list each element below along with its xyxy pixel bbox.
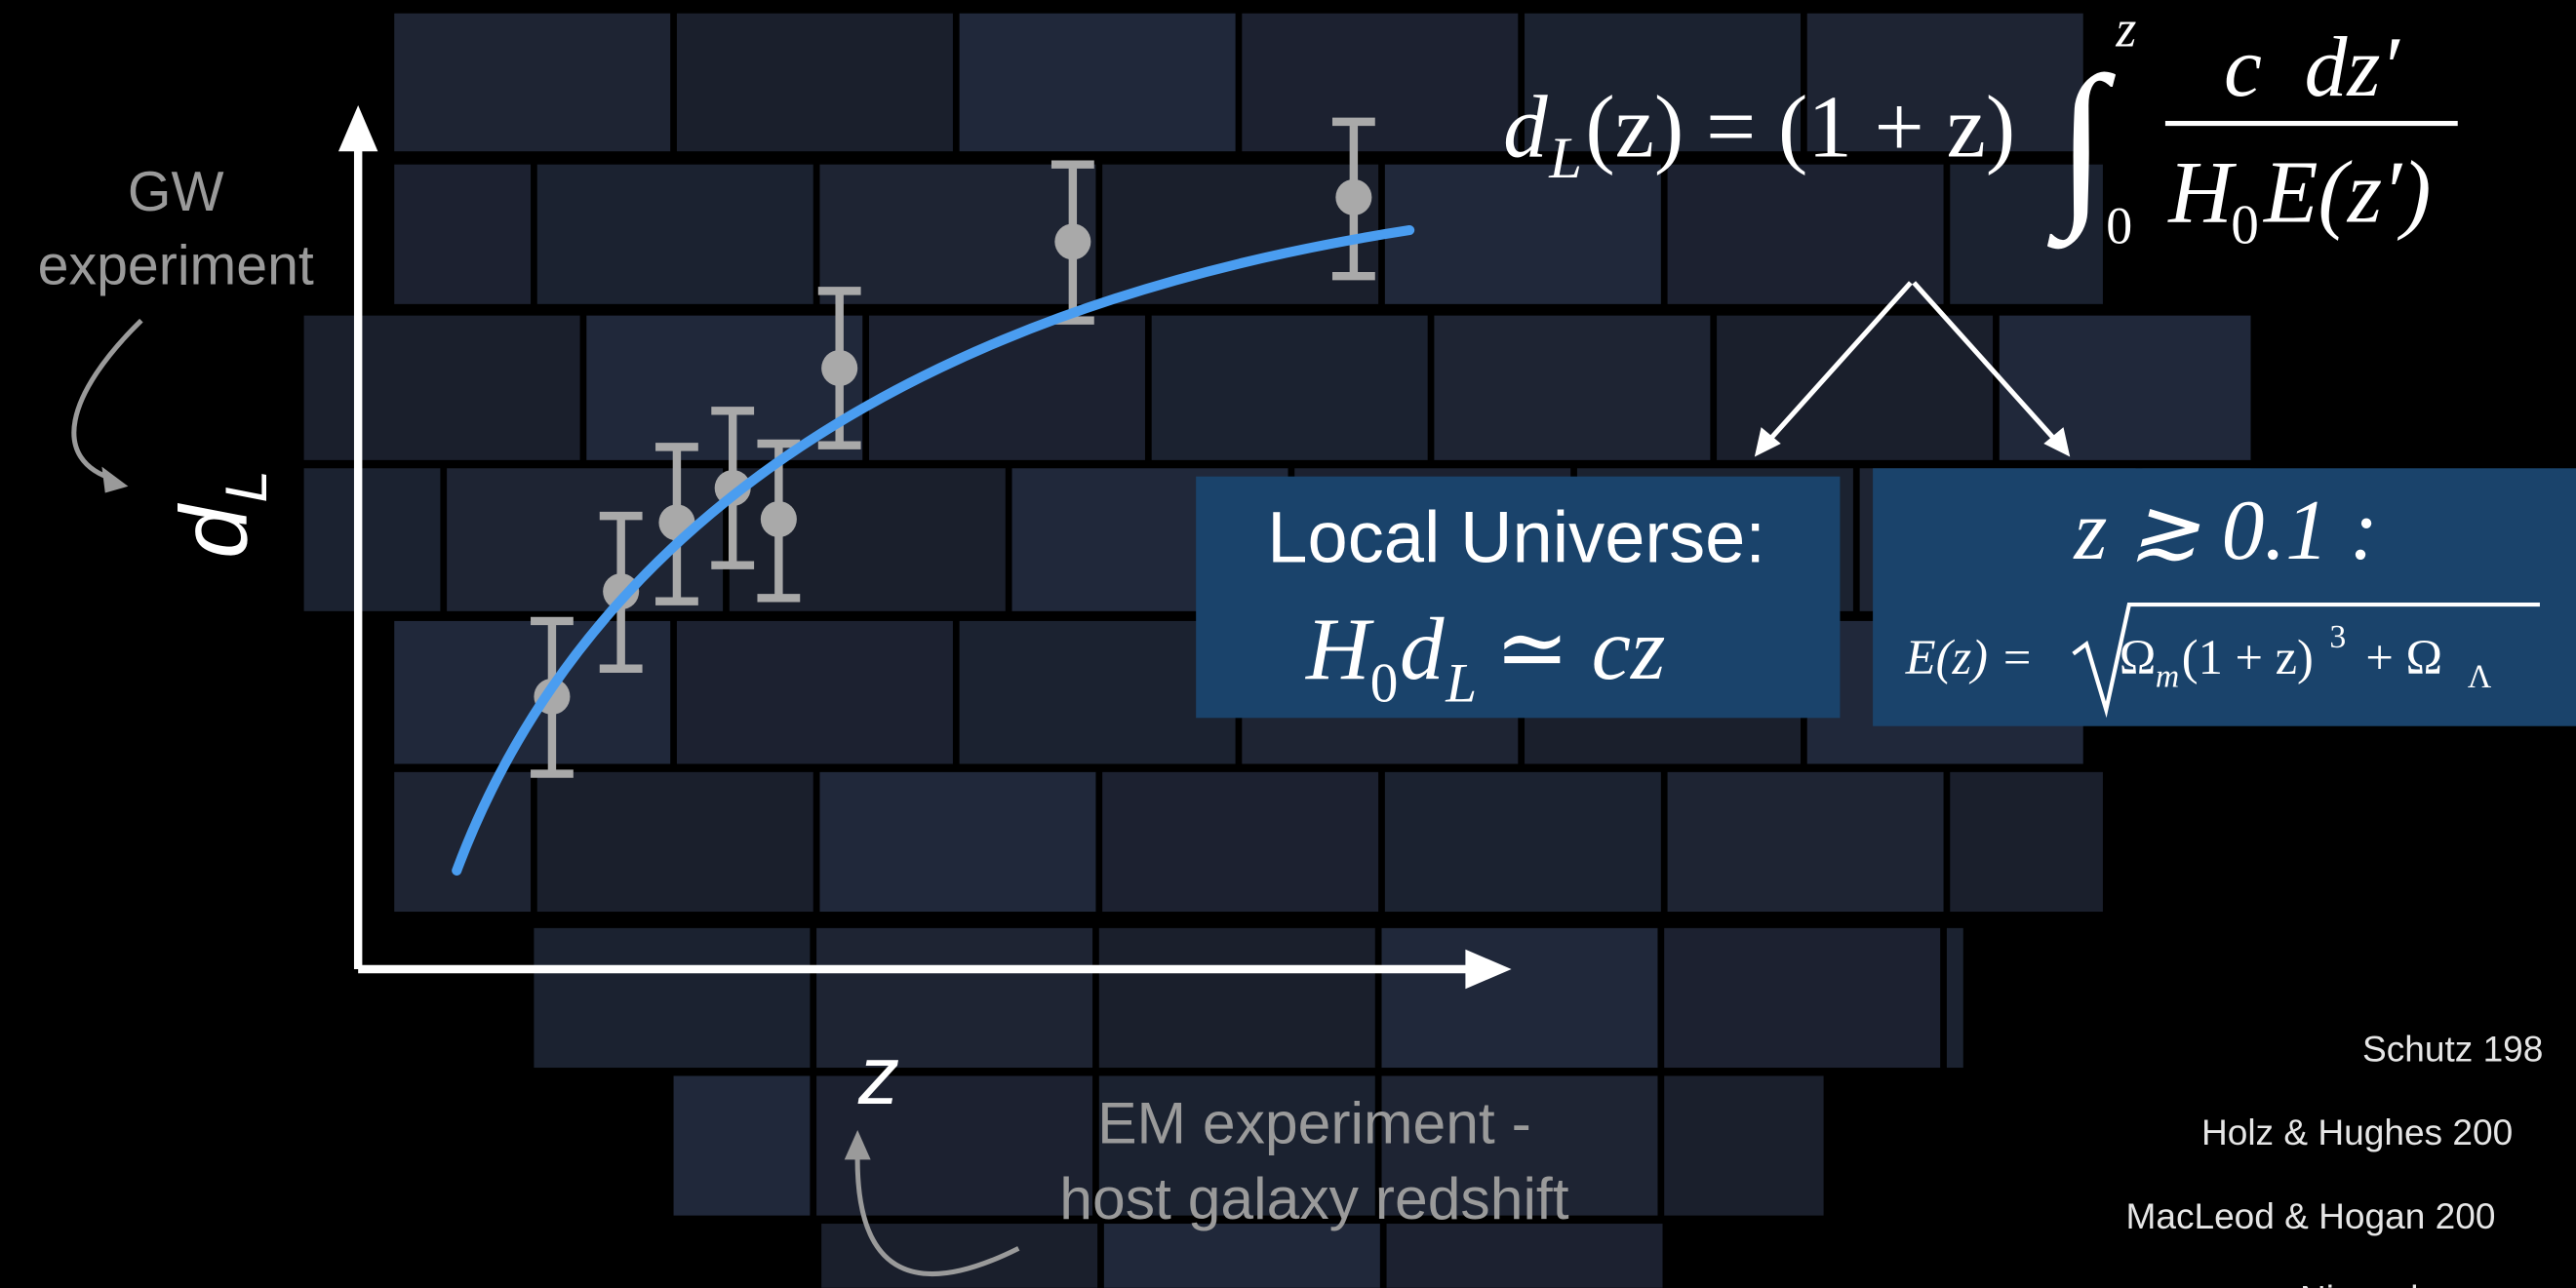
mosaic-tile <box>1104 1224 1380 1288</box>
em-label: EM experiment - <box>1097 1090 1531 1156</box>
slide: GW experiment d L z EM experiment - host… <box>0 0 2576 1288</box>
formula-den-h: H <box>2167 143 2237 242</box>
high-z-condition: z ≳ 0.1 : <box>2073 483 2378 577</box>
mosaic-tile <box>1382 928 1658 1068</box>
formula-lhs-sub: L <box>1548 126 1582 191</box>
mosaic-tile <box>537 165 813 304</box>
eq-sub: m <box>2156 658 2179 694</box>
formula-numerator: c dz′ <box>2224 20 2401 114</box>
mosaic-tile <box>730 468 1006 611</box>
gw-label: GW <box>128 161 224 223</box>
mosaic-tile <box>819 165 1095 304</box>
mosaic-tile <box>394 14 670 151</box>
mosaic-tile <box>1152 316 1428 460</box>
x-axis-label: z <box>857 1030 899 1121</box>
eq-part: ≃ cz <box>1495 600 1666 698</box>
formula-lower: 0 <box>2106 197 2132 255</box>
mosaic-tile <box>1947 928 1963 1068</box>
mosaic-tile <box>960 14 1236 151</box>
eq-part: + Ω <box>2365 630 2442 684</box>
gw-label: experiment <box>38 235 314 297</box>
mosaic-tile <box>394 621 670 764</box>
mosaic-tile <box>1664 1075 1823 1215</box>
em-label: host galaxy redshift <box>1059 1165 1568 1231</box>
formula-den-sub: 0 <box>2231 195 2259 256</box>
mosaic-tile <box>394 772 531 912</box>
mosaic-tile <box>1664 928 1940 1068</box>
eq-sub: Λ <box>2468 658 2492 694</box>
mosaic-tile <box>960 621 1236 764</box>
eq-sub: 0 <box>1370 652 1399 714</box>
reference: Nissanke <box>2300 1277 2448 1288</box>
mosaic-tile <box>1434 316 1710 460</box>
eq-part: E(z) = <box>1905 630 2034 684</box>
mosaic-tile <box>677 621 953 764</box>
formula-den-rest: E(z′) <box>2262 143 2431 242</box>
mosaic-tile <box>1717 316 1993 460</box>
mosaic-tile <box>1950 772 2103 912</box>
mosaic-tile <box>1102 772 1378 912</box>
mosaic-tile <box>1242 14 1518 151</box>
y-label-main: d <box>161 503 267 559</box>
eq-sub: L <box>1445 652 1477 714</box>
mosaic-tile <box>1387 1224 1663 1288</box>
mosaic-tile <box>819 772 1095 912</box>
formula-upper: z <box>2115 0 2136 58</box>
mosaic-tile <box>1099 928 1375 1068</box>
mosaic-tile <box>394 165 531 304</box>
eq-part: Ω <box>2120 630 2157 684</box>
reference: MacLeod & Hogan 200 <box>2125 1195 2495 1236</box>
reference: Schutz 198 <box>2362 1028 2543 1069</box>
mosaic-tile <box>304 316 580 460</box>
mosaic-tile <box>1385 772 1661 912</box>
mosaic-tile <box>821 1224 1097 1288</box>
mosaic-tile <box>304 468 441 611</box>
mosaic-tile <box>1668 772 1944 912</box>
eq-sup: 3 <box>2329 619 2346 655</box>
mosaic-tile <box>1668 165 1944 304</box>
formula-lhs: d <box>1503 77 1548 176</box>
eq-part: d <box>1400 600 1445 698</box>
mosaic-tile <box>537 772 813 912</box>
y-label-sub: L <box>213 470 279 503</box>
eq-part: H <box>1305 600 1374 698</box>
local-title: Local Universe: <box>1267 496 1765 577</box>
mosaic-tile <box>677 14 953 151</box>
mosaic-tile <box>2000 316 2251 460</box>
mosaic-tile <box>534 928 810 1068</box>
formula-middle: (z) = (1 + z) <box>1585 77 2015 176</box>
mosaic-tile <box>674 1075 811 1215</box>
eq-part: (1 + z) <box>2182 630 2314 684</box>
mosaic-tile <box>1385 165 1661 304</box>
reference: Holz & Hughes 200 <box>2201 1112 2513 1152</box>
mosaic-tile <box>1102 165 1378 304</box>
